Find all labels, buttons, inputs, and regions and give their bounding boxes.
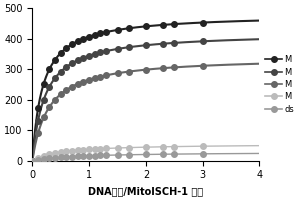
X-axis label: DNA浓度/MitoISCH-1 浓度: DNA浓度/MitoISCH-1 浓度 [88, 186, 203, 196]
Legend: M, M, M, M, ds: M, M, M, M, ds [264, 54, 296, 115]
